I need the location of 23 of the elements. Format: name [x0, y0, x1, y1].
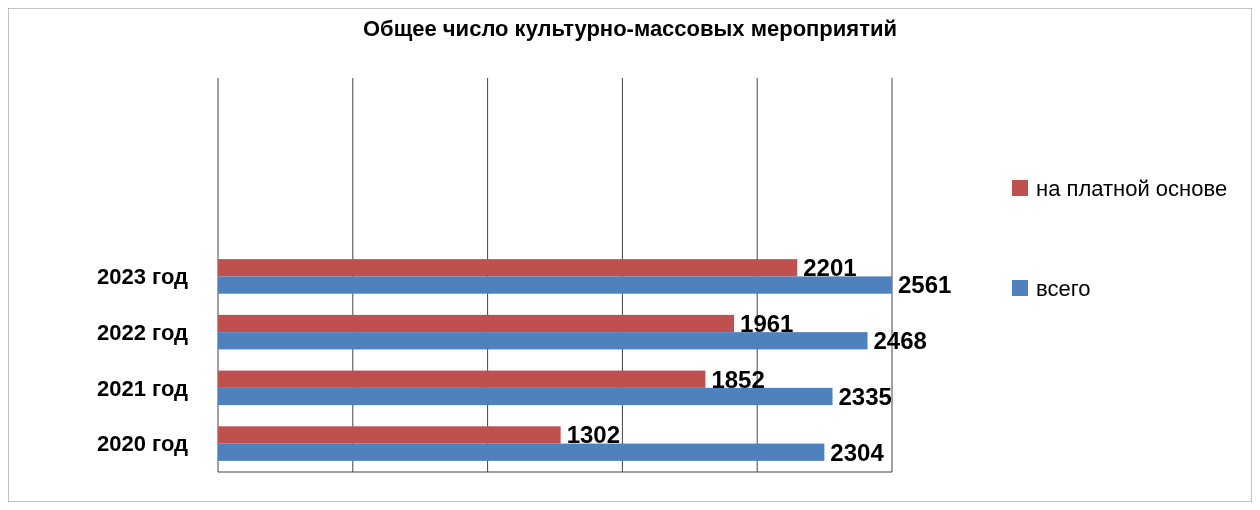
y-tick-label: 2022 год: [96, 319, 189, 345]
chart-title: Общее число культурно-массовых мероприятий: [363, 16, 897, 41]
y-tick-label: 2020 год: [96, 431, 189, 457]
bar: [218, 370, 706, 388]
bar: [218, 387, 833, 406]
data-label: 2201: [803, 254, 857, 282]
bar: [218, 276, 892, 294]
data-label: 1852: [711, 365, 765, 393]
bar: [218, 259, 798, 277]
y-tick-label: 2021 год: [96, 375, 189, 401]
bar: [218, 314, 735, 333]
data-label: 1302: [566, 421, 621, 449]
data-label: 2335: [838, 382, 892, 410]
bar: [218, 426, 561, 444]
data-label: 2304: [830, 438, 885, 466]
data-label: 2561: [898, 271, 952, 299]
y-tick-label: 2023 год: [96, 264, 189, 290]
legend-label: на платной основе: [1036, 175, 1228, 201]
bar: [218, 443, 825, 461]
bar: [218, 332, 868, 350]
data-label: 2468: [873, 327, 927, 355]
data-label: 1961: [740, 309, 794, 337]
legend-label: всего: [1036, 275, 1091, 301]
